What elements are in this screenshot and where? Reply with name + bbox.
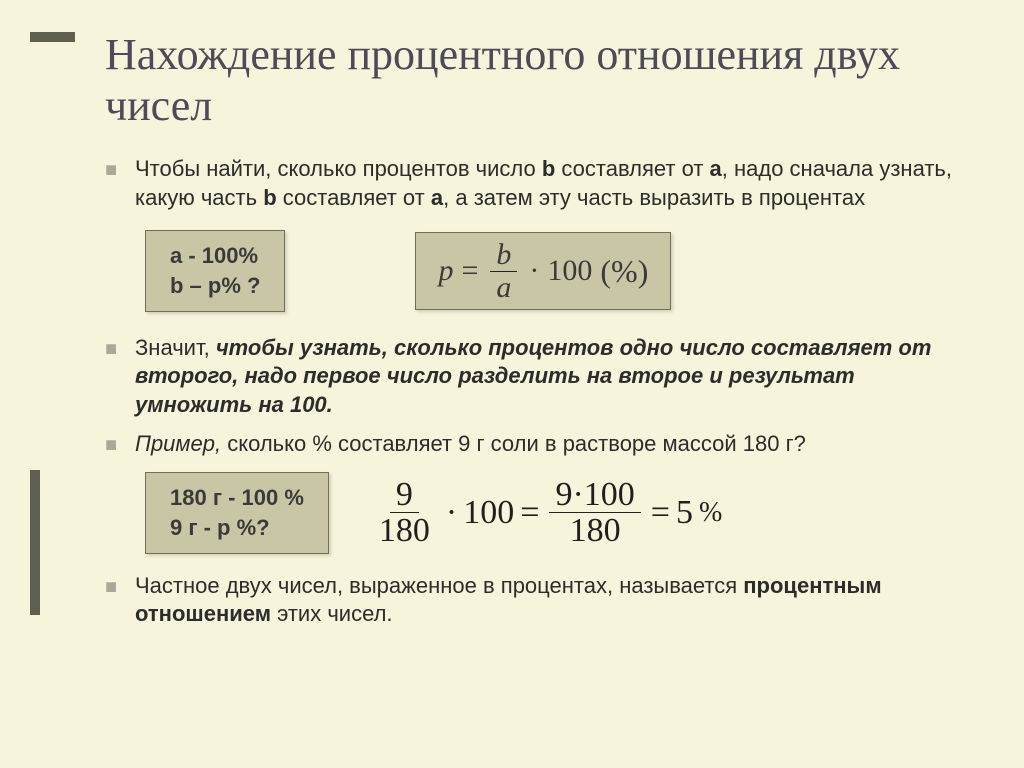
denominator: 180	[373, 513, 436, 549]
hundred: 100	[463, 494, 514, 532]
denominator: 180	[564, 513, 627, 549]
var-b: b	[542, 156, 555, 181]
box-example: 180 г - 100 % 9 г - p %?	[145, 472, 329, 553]
bullet-3: Пример, сколько % составляет 9 г соли в …	[105, 430, 974, 459]
row-boxes-2: 180 г - 100 % 9 г - p %? 9 180 · 100 = 9…	[145, 472, 974, 553]
numerator: 9·100	[549, 477, 640, 514]
var-a: а	[710, 156, 722, 181]
box-line: b – p% ?	[170, 271, 260, 301]
fraction-2: 9·100 180	[549, 477, 640, 549]
bullet-1: Чтобы найти, сколько процентов число b с…	[105, 155, 974, 212]
fraction-ba: b a	[490, 239, 517, 303]
text: Значит,	[135, 335, 216, 360]
text: Чтобы найти, сколько процентов число	[135, 156, 542, 181]
equation: 9 180 · 100 = 9·100 180 = 5 %	[369, 477, 722, 549]
box-ab: a - 100% b – p% ?	[145, 230, 285, 311]
bullet-list: Чтобы найти, сколько процентов число b с…	[105, 155, 974, 212]
accent-bar-side	[30, 470, 40, 615]
fraction-1: 9 180	[373, 477, 436, 549]
formula-p: p	[438, 254, 453, 288]
formula-box: p = b a · 100 (%)	[415, 232, 671, 310]
box-line: a - 100%	[170, 241, 260, 271]
percent-tail: (%)	[600, 253, 648, 290]
numerator: b	[490, 239, 517, 272]
equals: =	[651, 494, 670, 532]
dot: ·	[529, 254, 539, 288]
box-line: 9 г - p %?	[170, 513, 304, 543]
bullet-4: Частное двух чисел, выраженное в процент…	[105, 572, 974, 629]
text: сколько % составляет 9 г соли в растворе…	[221, 431, 806, 456]
text: этих чисел.	[271, 601, 393, 626]
percent: %	[699, 497, 722, 529]
text: , а затем эту часть выразить в процентах	[443, 185, 865, 210]
row-boxes-1: a - 100% b – p% ? p = b a · 100 (%)	[145, 230, 974, 311]
equals: =	[461, 254, 478, 288]
hundred: 100	[547, 254, 592, 288]
bullet-list-3: Частное двух чисел, выраженное в процент…	[105, 572, 974, 629]
bullet-list-2: Значит, чтобы узнать, сколько процентов …	[105, 334, 974, 458]
var-a: а	[431, 185, 443, 210]
equals: =	[520, 494, 539, 532]
text: составляет от	[277, 185, 431, 210]
slide-title: Нахождение процентного отношения двух чи…	[105, 30, 974, 131]
text: составляет от	[555, 156, 709, 181]
denominator: a	[490, 272, 517, 304]
italic-label: Пример,	[135, 431, 221, 456]
bold-rule: чтобы узнать, сколько процентов одно чис…	[135, 335, 931, 417]
result: 5	[676, 494, 693, 532]
box-line: 180 г - 100 %	[170, 483, 304, 513]
numerator: 9	[390, 477, 419, 514]
bullet-2: Значит, чтобы узнать, сколько процентов …	[105, 334, 974, 420]
slide: Нахождение процентного отношения двух чи…	[0, 0, 1024, 768]
text: Частное двух чисел, выраженное в процент…	[135, 573, 743, 598]
var-b: b	[263, 185, 276, 210]
dot: ·	[446, 494, 457, 532]
accent-bar-top	[30, 32, 75, 42]
